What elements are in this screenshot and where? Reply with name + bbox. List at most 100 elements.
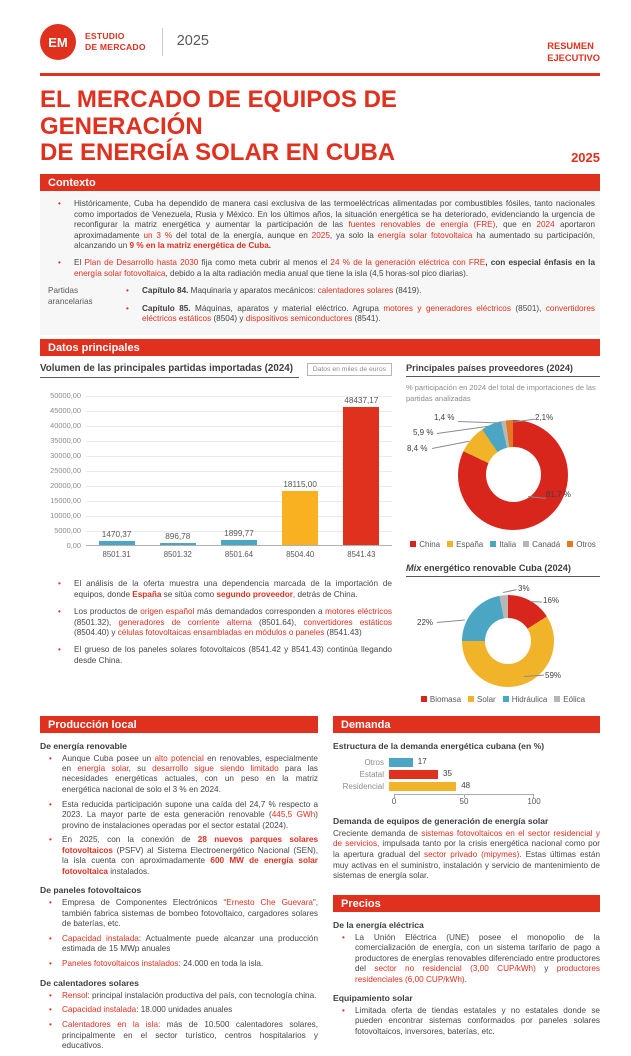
- subheading: De calentadores solares: [40, 977, 139, 988]
- datos-bullet-list: El análisis de la oferta muestra una dep…: [40, 579, 392, 666]
- text-segment: energía solar: [77, 764, 129, 774]
- legend-label: Biomasa: [429, 694, 462, 704]
- text-segment: (8504.40) y: [74, 628, 118, 638]
- text-segment: , que en: [495, 220, 537, 230]
- bar-slot-8504.40: 18115,00: [270, 396, 331, 546]
- x-category-label: 8501.32: [163, 550, 192, 560]
- text-segment: Mix: [406, 562, 424, 573]
- text-segment: generadores de corriente alterna: [118, 617, 252, 627]
- text-segment: (8501),: [510, 303, 546, 313]
- text-segment: El: [74, 258, 85, 268]
- bullet-item: El Plan de Desarrollo hasta 2030 fija co…: [40, 258, 595, 279]
- partidas-bullet-list: Capítulo 84. Maquinaria y aparatos mecán…: [116, 286, 595, 331]
- text-segment: Capacidad instalada: [62, 933, 139, 943]
- text-segment: Paneles fotovoltaicos instalados: [62, 959, 179, 969]
- mix-donut-chart: 3% 16% 22% 59%: [406, 584, 600, 689]
- text-segment: Calentadores en la isla: [62, 1020, 158, 1030]
- hbar-value-label: 48: [461, 780, 471, 790]
- bar-slot-8501.32: 896,78: [147, 396, 208, 546]
- bullet-item: Capacidad instalada: Actualmente puede a…: [40, 934, 318, 955]
- hbar-track: 35: [389, 769, 529, 779]
- bullet-item: Limitada oferta de tiendas estatales y n…: [333, 1006, 600, 1037]
- text-segment: Capítulo 84.: [142, 286, 189, 296]
- bullet-item: Paneles fotovoltaicos instalados: 24.000…: [40, 959, 318, 970]
- bullet-item: Los productos de origen español más dema…: [40, 607, 392, 638]
- bullet-list: Limitada oferta de tiendas estatales y n…: [333, 1006, 600, 1037]
- text-segment: Plan de Desarrollo hasta 2030: [84, 258, 199, 268]
- text-segment: Capítulo 85.: [142, 303, 191, 313]
- suppliers-donut-chart: 1,4 % 2,1% 5,9 % 8,4 % 81,7 %: [406, 412, 600, 534]
- axis-tick: [464, 794, 465, 798]
- title-year: 2025: [571, 150, 600, 166]
- text-segment: impulsada tanto por la crisis energética…: [333, 839, 600, 859]
- header-rule: [40, 73, 600, 77]
- x-category-label: 8501.31: [102, 550, 131, 560]
- text-segment: convertidores estáticos: [303, 617, 393, 627]
- imports-chart-title: Volumen de las principales partidas impo…: [40, 363, 299, 379]
- text-segment: 445,5 GWh: [271, 810, 316, 820]
- bar-slot-8501.64: 1899,77: [208, 396, 269, 546]
- text-segment: .: [268, 240, 272, 250]
- slice-label-canada: 1,4 %: [434, 412, 455, 422]
- bottom-columns: Producción local De energía renovable Aun…: [40, 715, 600, 1056]
- header-year: 2025: [176, 33, 209, 49]
- suppliers-chart-title: Principales países proveedores (2024): [406, 363, 600, 378]
- text-segment: En 2025, con la conexión de: [62, 835, 198, 845]
- text-segment: (8541).: [352, 313, 381, 323]
- bullet-item: Calentadores en la isla: más de 10.500 c…: [40, 1020, 318, 1051]
- text-segment: 600 MW de energía solar fotovoltaica: [62, 856, 318, 876]
- bar-8501.31: [98, 541, 135, 546]
- text-segment: fija como meta cubrir al menos el: [198, 258, 331, 268]
- text-segment: 28 nuevos parques solares fotovoltaicos: [62, 835, 319, 855]
- legend-item-Hidráulica: Hidráulica: [502, 694, 548, 704]
- program-line2: DE MERCADO: [85, 41, 146, 52]
- axis-tick: [394, 794, 395, 798]
- bar-value-label: 1899,77: [224, 528, 254, 538]
- legend-label: Hidráulica: [511, 694, 548, 704]
- demand-hbar-rows: Otros 17 Estatal 35 Residencial 48: [333, 757, 600, 791]
- legend-swatch: [420, 696, 427, 703]
- hbar-track: 48: [389, 780, 529, 791]
- text-segment: se sitúa como: [161, 589, 217, 599]
- bullet-item: En 2025, con la conexión de 28 nuevos pa…: [40, 835, 318, 877]
- text-segment: 24 % de la generación eléctrica con FRE: [330, 258, 486, 268]
- hbar-category-label: Estatal: [359, 769, 384, 779]
- x-category-label: 8501.64: [224, 550, 254, 560]
- slice-label-espana: 8,4 %: [407, 443, 428, 453]
- imports-chart-plot: 1470,37 896,78 1899,77 18115,00 48437,17: [86, 396, 392, 547]
- em-logo: EM: [40, 24, 76, 60]
- program-line1: ESTUDIO: [85, 31, 125, 41]
- text-segment: un 3 %: [143, 230, 173, 240]
- donut-charts-column: Principales países proveedores (2024) % …: [406, 363, 600, 704]
- hbar-track: 17: [389, 757, 529, 767]
- title-line1: EL MERCADO DE EQUIPOS DE GENERACIÓN: [40, 86, 397, 140]
- bullet-list: Aunque Cuba posee un alto potencial en r…: [40, 754, 318, 877]
- axis-tick-label: 50: [459, 796, 469, 806]
- text-segment: Limitada oferta de tiendas estatales y n…: [355, 1005, 600, 1036]
- text-segment: Ernesto Che Guevara: [226, 898, 313, 908]
- legend-item-Canadá: Canadá: [523, 540, 560, 549]
- x-category-label: 8504.40: [286, 550, 315, 560]
- units-note-badge: Datos en miles de euros: [306, 363, 392, 377]
- legend-swatch: [567, 541, 574, 548]
- text-segment: Los productos de: [74, 607, 141, 617]
- imports-chart-title-row: Volumen de las principales partidas impo…: [40, 363, 392, 379]
- text-segment: Aunque Cuba posee un: [62, 753, 155, 763]
- slice-label-biomasa: 16%: [543, 595, 560, 605]
- axis-tick: [533, 794, 534, 798]
- legend-swatch: [410, 541, 417, 548]
- text-segment: dispositivos semiconductores: [245, 313, 353, 323]
- bar-value-label: 48437,17: [344, 396, 379, 406]
- bullet-item: El grueso de los paneles solares fotovol…: [40, 645, 392, 666]
- mix-donut-ring: [462, 594, 554, 687]
- demanda-chart-heading: Estructura de la demanda energética cuba…: [333, 740, 545, 751]
- title-line2: DE ENERGÍA SOLAR EN CUBA: [40, 138, 396, 166]
- bullet-list: Empresa de Componentes Electrónicos “Ern…: [40, 898, 318, 970]
- text-segment: para las necesidades energéticas actuale…: [62, 764, 319, 794]
- partidas-row: Partidas arancelarias Capítulo 84. Maqui…: [40, 286, 595, 331]
- contexto-heading: Contexto: [40, 174, 600, 192]
- axis-tick-label: 100: [527, 796, 541, 806]
- text-segment: , su: [128, 764, 153, 774]
- text-segment: sector no residencial (3,00 CUP/kWh): [374, 964, 536, 974]
- precios-groups: De la energía eléctrica La Unión Eléctric…: [333, 920, 600, 1037]
